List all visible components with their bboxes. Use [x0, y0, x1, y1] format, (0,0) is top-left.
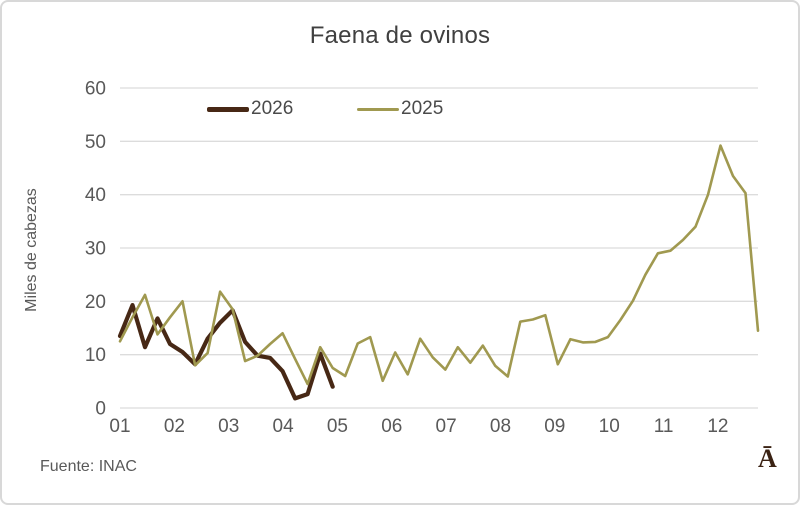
legend-label-2026: 2026 [251, 98, 294, 119]
x-tick-label: 03 [218, 416, 239, 437]
x-tick-label: 10 [599, 416, 620, 437]
x-axis-ticks: 01 02 03 04 05 06 07 08 09 10 11 12 [109, 416, 728, 437]
y-tick-label: 10 [85, 345, 106, 366]
x-tick-label: 05 [327, 416, 348, 437]
x-tick-label: 02 [164, 416, 185, 437]
x-tick-label: 08 [490, 416, 511, 437]
y-tick-label: 0 [95, 399, 106, 420]
logo-glyph: Ā [758, 444, 777, 473]
x-tick-label: 04 [273, 416, 295, 437]
y-axis-ticks: 0 10 20 30 40 50 60 [85, 79, 106, 420]
y-tick-label: 60 [85, 79, 106, 100]
chart-title: Faena de ovinos [309, 22, 491, 49]
legend-swatch-2025 [357, 107, 399, 111]
y-tick-label: 20 [85, 292, 106, 313]
y-tick-label: 50 [85, 132, 106, 153]
x-tick-label: 12 [707, 416, 728, 437]
x-tick-label: 06 [381, 416, 402, 437]
legend-swatch-2026 [207, 106, 249, 112]
x-tick-label: 07 [436, 416, 457, 437]
series-2025-line [118, 144, 760, 386]
x-tick-label: 11 [654, 416, 674, 437]
y-axis-title: Miles de cabezas [23, 188, 40, 312]
x-tick-label: 01 [109, 416, 130, 437]
source-note: Fuente: INAC [40, 458, 137, 475]
legend-item-2025: 2025 [357, 98, 443, 120]
legend-label-2025: 2025 [401, 98, 444, 119]
series-2026-line [117, 303, 335, 401]
y-tick-label: 40 [85, 185, 106, 206]
legend-item-2026: 2026 [207, 98, 293, 120]
y-tick-label: 30 [85, 239, 106, 260]
gridlines [120, 87, 758, 409]
x-tick-label: 09 [544, 416, 565, 437]
